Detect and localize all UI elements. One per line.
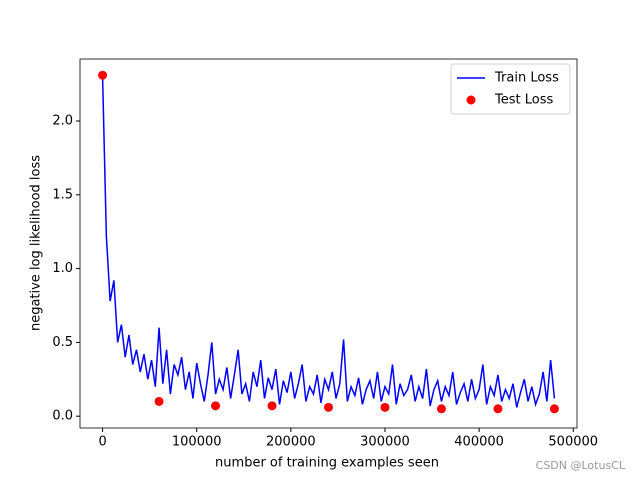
x-axis-label: number of training examples seen [215,456,439,471]
x-tick-label: 300000 [360,435,410,450]
x-tick-label: 500000 [548,435,598,450]
test-loss-point [324,402,333,412]
x-tick-label: 400000 [454,435,504,450]
x-tick-label: 0 [98,435,106,450]
legend-swatch [466,95,476,105]
legend-label: Train Loss [494,71,559,86]
test-loss-point [549,404,559,414]
y-tick-label: 2.0 [52,113,73,128]
y-axis-label: negative log likelihood loss [29,155,44,331]
test-loss-point [380,402,390,412]
test-loss-point [154,396,164,406]
watermark: CSDN @LotusCL [536,459,626,472]
y-tick-label: 0.5 [52,335,73,350]
x-tick-label: 100000 [172,435,222,450]
test-loss-point [211,401,221,411]
train-loss-line [101,76,556,408]
legend-box [450,63,571,115]
y-tick-label: 0.0 [52,409,73,424]
plot-frame [79,58,578,429]
y-tick-label: 1.5 [52,187,73,202]
test-loss-point [436,404,446,414]
test-loss-point [267,401,277,411]
legend-label: Test Loss [494,93,553,108]
test-loss-point [493,404,503,414]
y-tick-label: 1.0 [52,261,73,276]
test-loss-point [98,70,108,80]
x-tick-label: 200000 [266,435,316,450]
